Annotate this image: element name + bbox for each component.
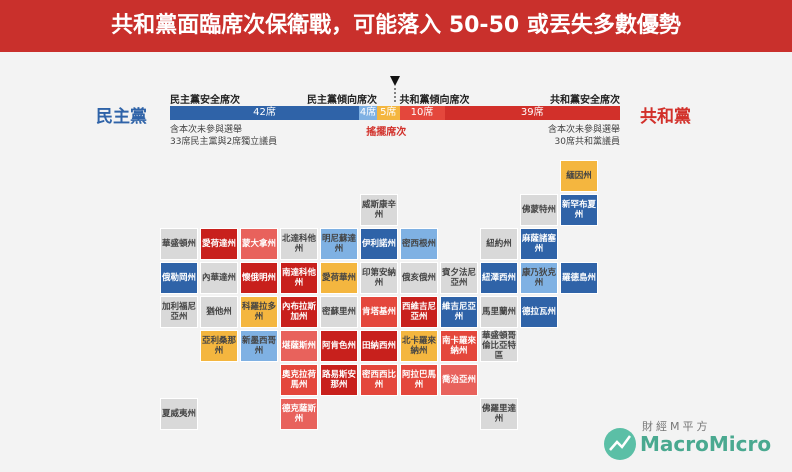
state: 紐澤西州 (480, 262, 518, 294)
state: 伊利諾州 (360, 228, 398, 260)
state: 新罕布夏州 (560, 194, 598, 226)
segment-name: 共和黨安全席次 (550, 95, 620, 106)
state: 羅德島州 (560, 262, 598, 294)
state: 華盛頓哥倫比亞特區 (480, 330, 518, 362)
state: 華盛頓州 (160, 228, 198, 260)
state: 愛荷達州 (200, 228, 238, 260)
note-line: 30席共和黨議員 (554, 137, 620, 147)
segment-name: 民主黨傾向席次 (307, 95, 377, 106)
state: 南卡羅來納州 (440, 330, 478, 362)
state: 堪薩斯州 (280, 330, 318, 362)
note-line: 含本次未參與選舉 (547, 125, 620, 135)
state: 密蘇里州 (320, 296, 358, 328)
note: 含本次未參與選舉 30席共和黨議員 (548, 124, 620, 148)
state: 密西西比州 (360, 364, 398, 396)
note-line: 含本次未參與選舉 (170, 125, 243, 135)
logo-brand: MacroMicro (640, 432, 772, 456)
state: 肯塔基州 (360, 296, 398, 328)
logo-icon (604, 428, 636, 460)
party-label: 民主黨 (96, 107, 147, 127)
state: 威斯康辛州 (360, 194, 398, 226)
title: 共和黨面臨席次保衛戰，可能落入 50-50 或丟失多數優勢 (0, 0, 792, 52)
state: 加利福尼亞州 (160, 296, 198, 328)
state: 內華達州 (200, 262, 238, 294)
state: 北卡羅來納州 (400, 330, 438, 362)
state: 亞利桑那州 (200, 330, 238, 362)
state: 維吉尼亞州 (440, 296, 478, 328)
state: 德拉瓦州 (520, 296, 558, 328)
state: 阿肯色州 (320, 330, 358, 362)
party-label: 共和黨 (640, 107, 691, 127)
state: 蒙大拿州 (240, 228, 278, 260)
state: 佛羅里達州 (480, 398, 518, 430)
seat-segment: 10席 (399, 106, 445, 120)
logo-name: 財經M平方 (642, 420, 711, 433)
state: 緬因州 (560, 160, 598, 192)
state: 明尼蘇達州 (320, 228, 358, 260)
state: 路易斯安那州 (320, 364, 358, 396)
segment-name: 共和黨傾向席次 (399, 95, 470, 106)
state: 南達科他州 (280, 262, 318, 294)
state: 奧克拉荷馬州 (280, 364, 318, 396)
state: 北達科他州 (280, 228, 318, 260)
state: 新墨西哥州 (240, 330, 278, 362)
state: 夏威夷州 (160, 398, 198, 430)
midpoint-arrow (390, 76, 400, 86)
state: 田納西州 (360, 330, 398, 362)
segment-name: 搖擺席次 (366, 127, 407, 138)
note: 含本次未參與選舉 33席民主黨與2席獨立議員 (170, 124, 277, 148)
state: 科羅拉多州 (240, 296, 278, 328)
state: 愛荷華州 (320, 262, 358, 294)
state: 印第安納州 (360, 262, 398, 294)
state: 內布拉斯加州 (280, 296, 318, 328)
state: 康乃狄克州 (520, 262, 558, 294)
seat-segment: 5席 (377, 106, 400, 120)
state: 麻薩諸塞州 (520, 228, 558, 260)
state: 猶他州 (200, 296, 238, 328)
seat-segment: 4席 (359, 106, 377, 120)
state: 密西根州 (400, 228, 438, 260)
marker (390, 76, 400, 104)
state: 紐約州 (480, 228, 518, 260)
state: 德克薩斯州 (280, 398, 318, 430)
state: 佛蒙特州 (520, 194, 558, 226)
state: 西維吉尼亞州 (400, 296, 438, 328)
note-line: 33席民主黨與2席獨立議員 (170, 137, 278, 147)
state: 喬治亞州 (440, 364, 478, 396)
state: 馬里蘭州 (480, 296, 518, 328)
seat-segment: 42席 (170, 106, 359, 120)
state: 俄亥俄州 (400, 262, 438, 294)
segment-name: 民主黨安全席次 (170, 95, 240, 106)
state: 俄勒岡州 (160, 262, 198, 294)
state: 懷俄明州 (240, 262, 278, 294)
seat-segment: 39席 (444, 106, 620, 120)
state: 阿拉巴馬州 (400, 364, 438, 396)
logo-line (609, 435, 632, 451)
state: 賓夕法尼亞州 (440, 262, 478, 294)
